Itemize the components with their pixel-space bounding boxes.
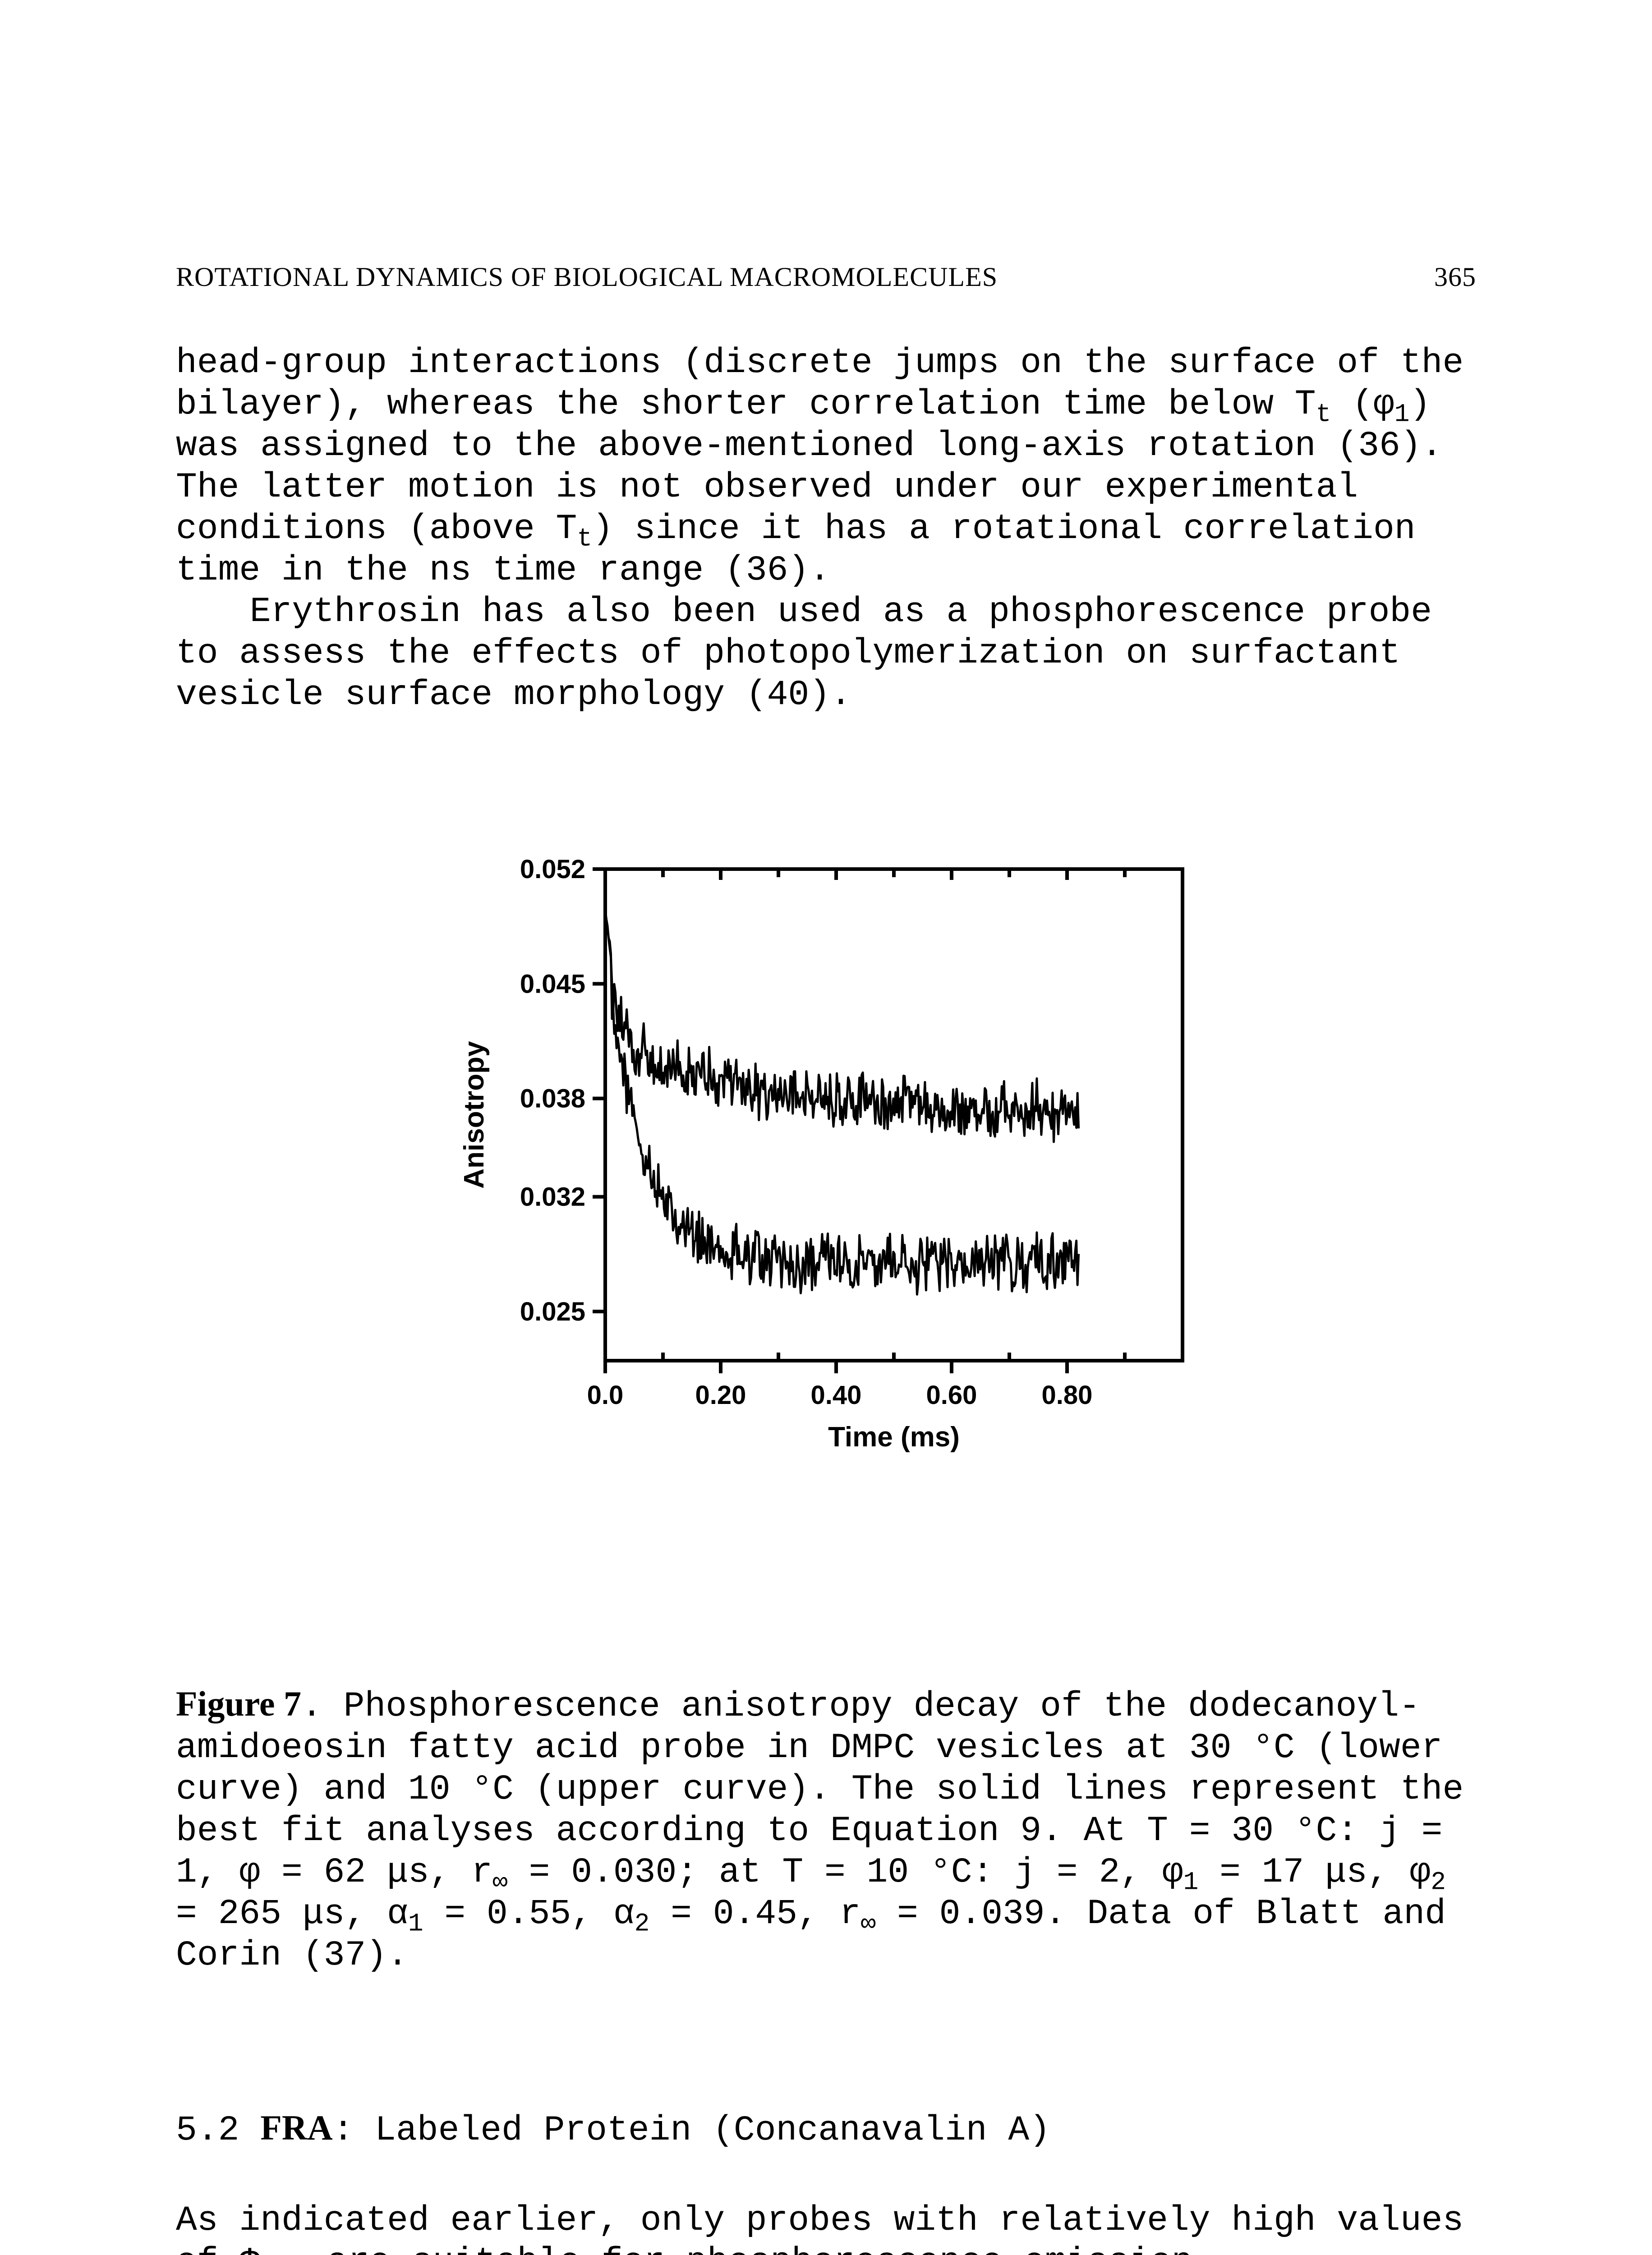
svg-text:0.40: 0.40	[810, 1381, 861, 1410]
body-paragraph-3: As indicated earlier, only probes with r…	[176, 2200, 1476, 2255]
svg-text:0.60: 0.60	[926, 1381, 977, 1410]
svg-text:0.038: 0.038	[520, 1084, 585, 1114]
running-head-title: ROTATIONAL DYNAMICS OF BIOLOGICAL MACROM…	[176, 262, 998, 293]
svg-text:0.20: 0.20	[695, 1381, 746, 1410]
svg-text:0.032: 0.032	[520, 1183, 585, 1212]
section-5-2-heading: 5.2 FRA: Labeled Protein (Concanavalin A…	[176, 2108, 1476, 2150]
svg-text:Anisotropy: Anisotropy	[459, 1041, 490, 1189]
svg-text:0.052: 0.052	[520, 855, 585, 884]
svg-text:0.025: 0.025	[520, 1297, 585, 1326]
figure-label: Figure 7	[176, 1684, 301, 1723]
figure-7-chart: 0.0 0.20 0.40 0.60 0.80 0.025 0.032 0.038 0.045 0…	[443, 842, 1210, 1476]
svg-text:0.045: 0.045	[520, 970, 585, 999]
figure-7-caption: Figure 7. Phosphorescence anisotropy dec…	[176, 1683, 1476, 1976]
svg-text:0.0: 0.0	[587, 1381, 623, 1410]
svg-text:0.80: 0.80	[1041, 1381, 1092, 1410]
body-paragraph-1: head-group interactions (discrete jumps …	[176, 342, 1476, 716]
page-number: 365	[1434, 262, 1476, 293]
svg-text:Time (ms): Time (ms)	[828, 1422, 960, 1453]
